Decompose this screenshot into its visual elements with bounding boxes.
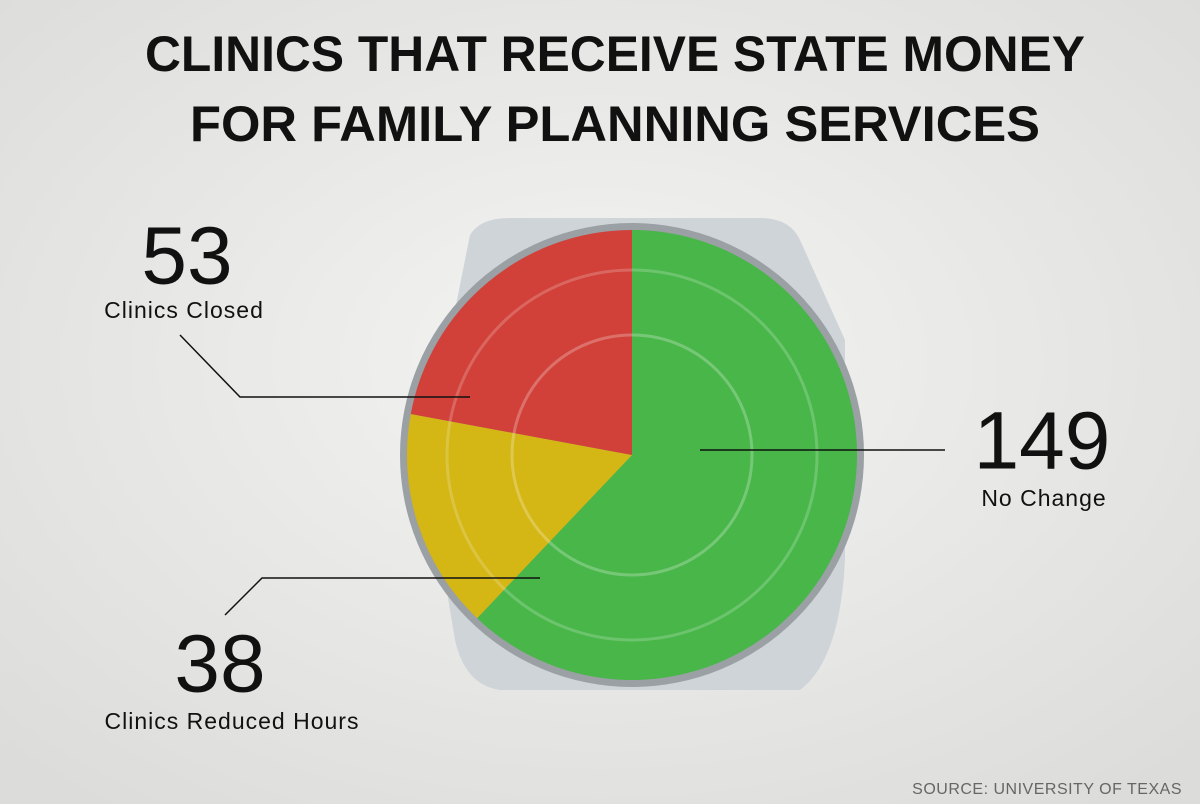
category-label: No Change	[981, 485, 1106, 511]
chart-title: CLINICS THAT RECEIVE STATE MONEY	[145, 26, 1085, 82]
chart-title: FOR FAMILY PLANNING SERVICES	[190, 96, 1040, 152]
pie-slice	[477, 230, 857, 680]
value-label: 149	[974, 396, 1111, 487]
leader-line	[179, 334, 470, 398]
pie-slice	[410, 230, 632, 455]
category-label: Clinics Reduced Hours	[105, 708, 360, 734]
category-label: Clinics Closed	[104, 297, 264, 323]
source-note: SOURCE: UNIVERSITY OF TEXAS	[912, 781, 1182, 798]
dial-ring	[445, 268, 819, 642]
dial-ring	[510, 333, 754, 577]
leader-line	[224, 577, 540, 616]
pie-slice	[407, 413, 632, 619]
value-label: 53	[141, 211, 232, 302]
pie	[407, 230, 857, 680]
value-label: 38	[174, 619, 265, 710]
